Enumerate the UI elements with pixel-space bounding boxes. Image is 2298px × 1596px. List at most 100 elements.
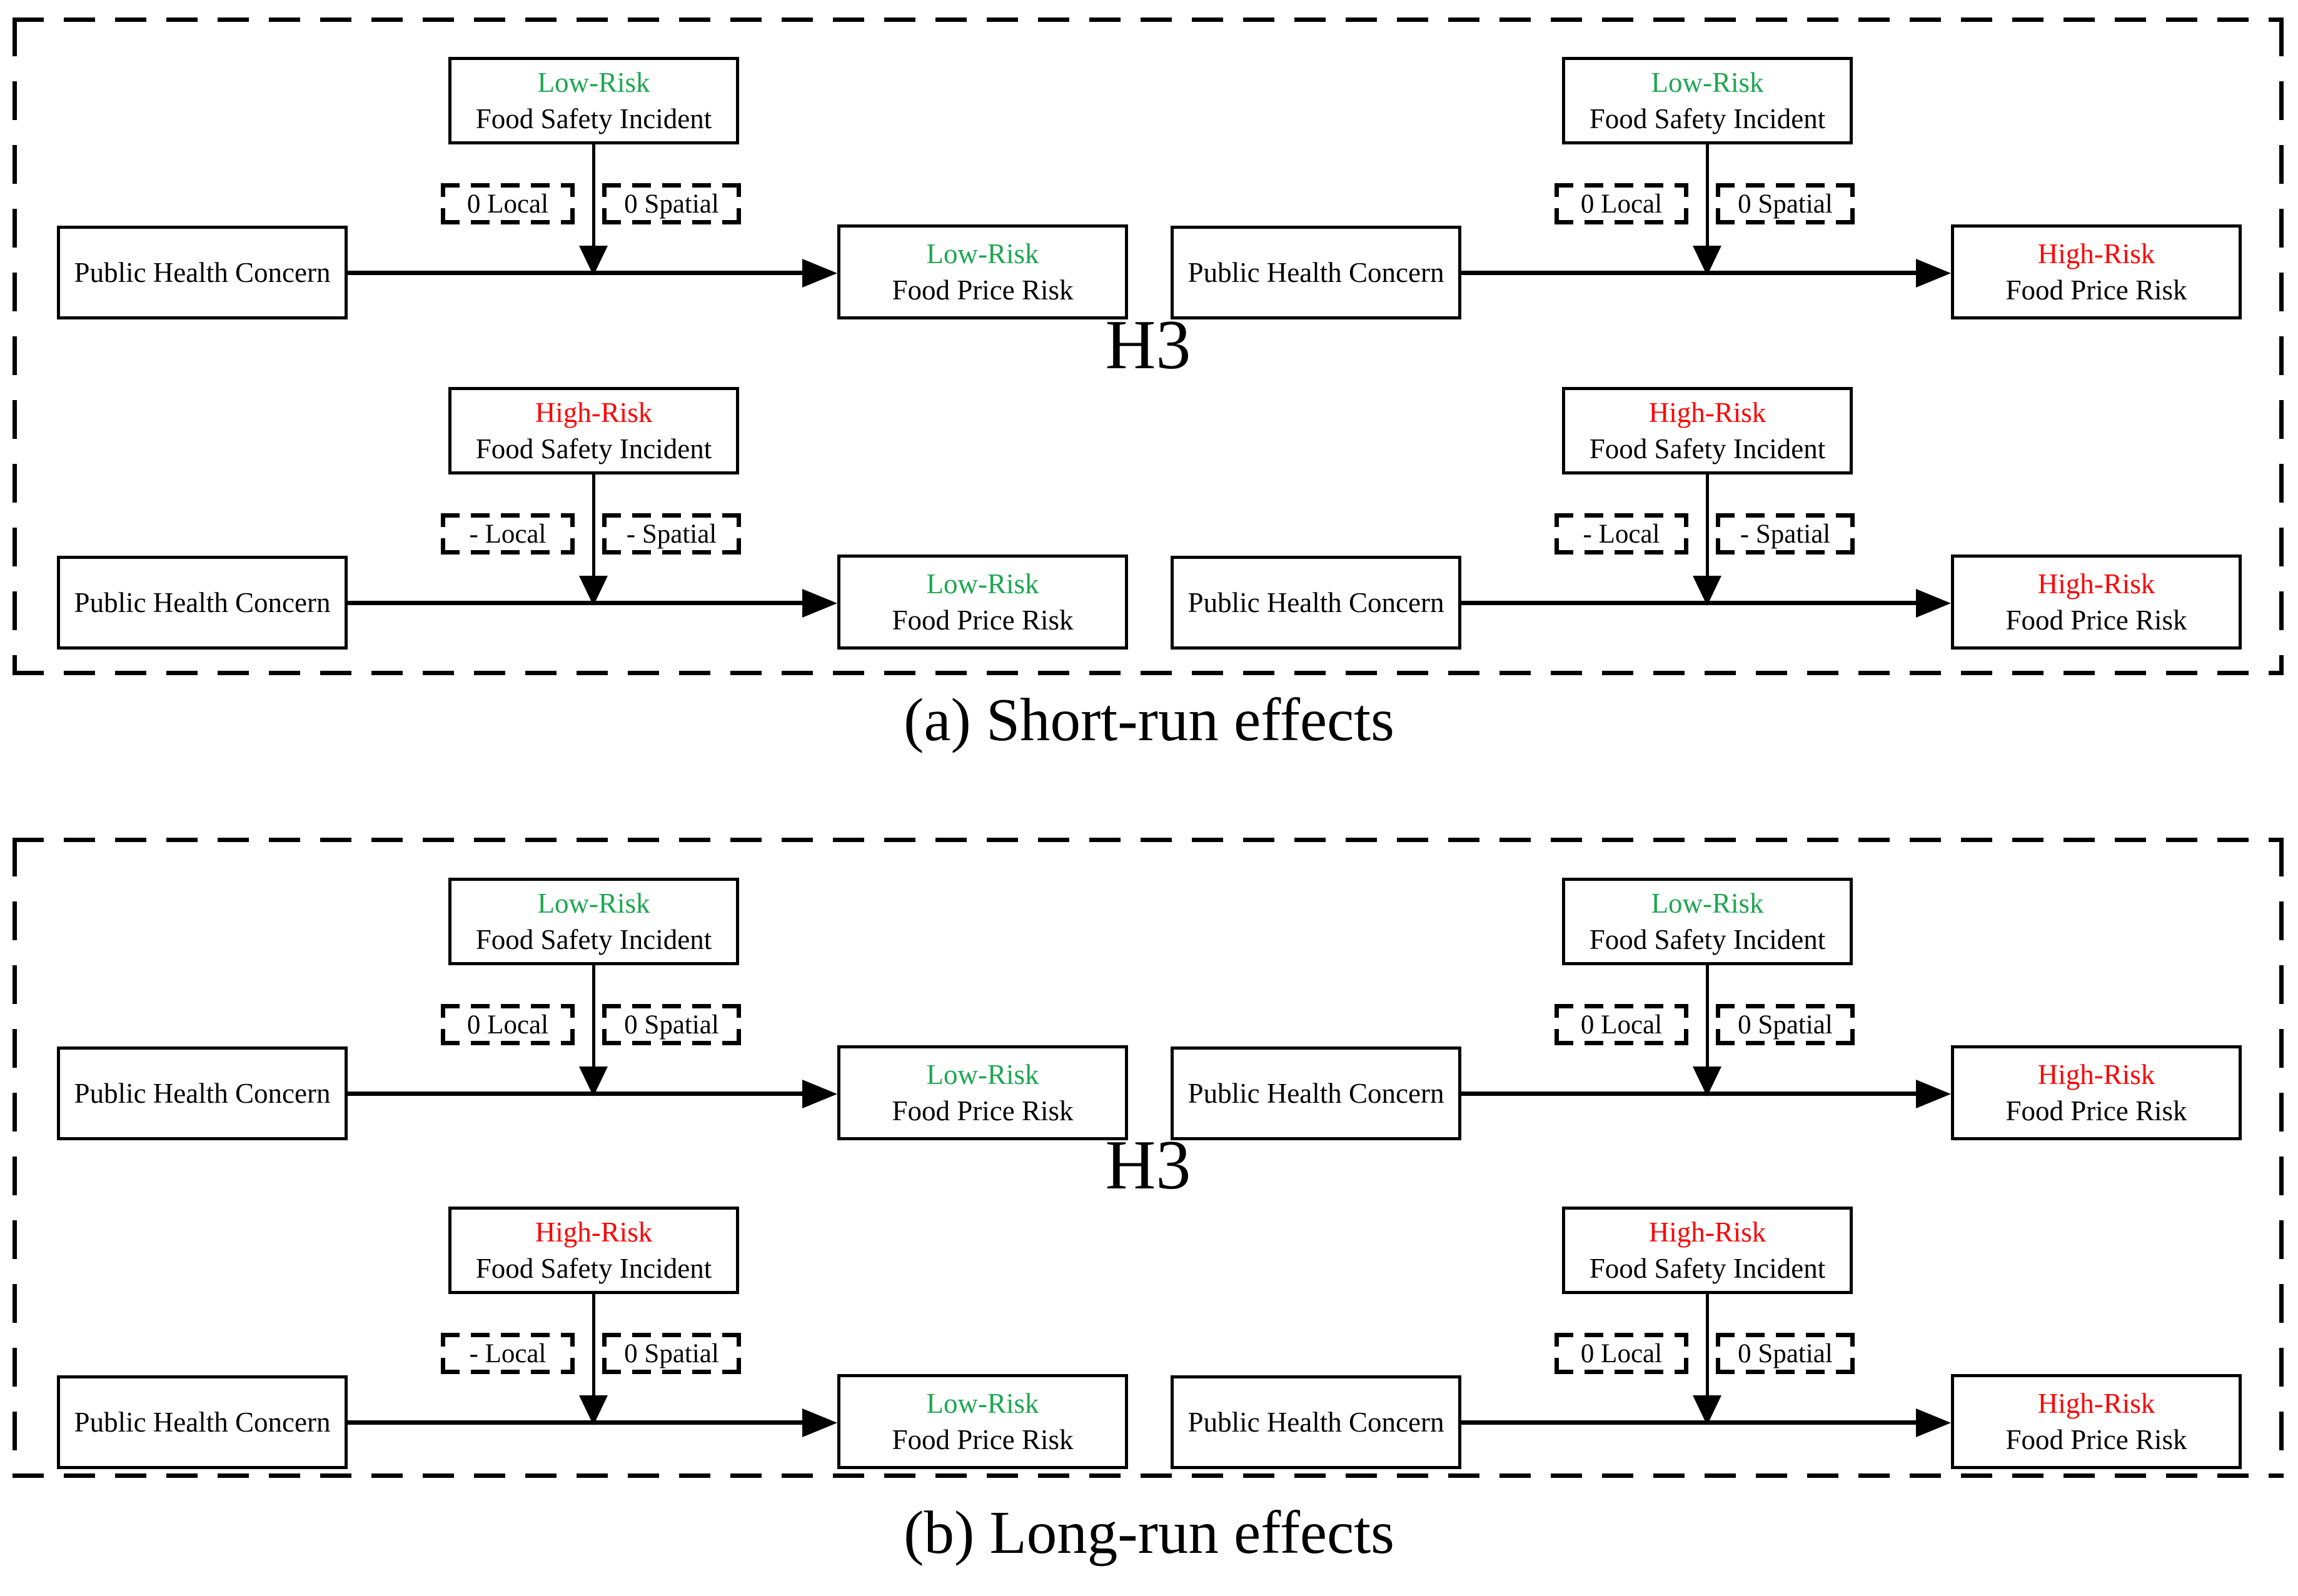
source-label: Public Health Concern <box>74 587 331 618</box>
outcome-risk-label: High-Risk <box>2037 238 2155 269</box>
local-effect-label: - Local <box>1583 519 1660 549</box>
diagram-cell: Low-Risk Food Safety Incident 0 Local 0 … <box>17 878 1149 1147</box>
spatial-effect-label: - Spatial <box>626 519 717 549</box>
local-effect-box: - Local <box>441 1333 575 1374</box>
mediation-arrow-line <box>592 1294 595 1399</box>
effect-arrow-line <box>1461 1092 1918 1096</box>
incident-box: High-Risk Food Safety Incident <box>1562 387 1853 474</box>
incident-box: Low-Risk Food Safety Incident <box>1562 878 1853 965</box>
outcome-risk-label: Low-Risk <box>926 1388 1039 1419</box>
local-effect-box: 0 Local <box>441 183 575 224</box>
outcome-box: Low-Risk Food Price Risk <box>837 224 1128 319</box>
diagram-cell: High-Risk Food Safety Incident 0 Local 0… <box>1131 1207 2262 1475</box>
source-box: Public Health Concern <box>1171 1046 1461 1140</box>
local-effect-label: - Local <box>469 519 547 549</box>
incident-type-label: Food Safety Incident <box>475 1253 712 1284</box>
incident-box: High-Risk Food Safety Incident <box>1562 1207 1853 1294</box>
local-effect-box: 0 Local <box>1555 1004 1688 1045</box>
panel-caption: (a) Short-run effects <box>904 686 1394 753</box>
outcome-type-label: Food Price Risk <box>892 274 1074 306</box>
diagram-cell: Low-Risk Food Safety Incident 0 Local 0 … <box>1131 878 2262 1147</box>
incident-type-label: Food Safety Incident <box>1589 103 1826 134</box>
source-label: Public Health Concern <box>74 1078 331 1109</box>
outcome-risk-label: High-Risk <box>2037 1059 2155 1090</box>
incident-risk-label: High-Risk <box>535 1217 653 1248</box>
incident-risk-label: Low-Risk <box>537 888 650 919</box>
local-effect-label: 0 Local <box>1580 1338 1663 1368</box>
incident-box: Low-Risk Food Safety Incident <box>448 57 739 144</box>
local-effect-label: - Local <box>469 1338 547 1368</box>
source-box: Public Health Concern <box>1171 556 1461 650</box>
local-effect-label: 0 Local <box>1580 1010 1663 1040</box>
arrowhead-right-icon <box>802 1408 837 1437</box>
spatial-effect-label: 0 Spatial <box>1738 1010 1833 1040</box>
outcome-box: High-Risk Food Price Risk <box>1951 1045 2242 1140</box>
outcome-type-label: Food Price Risk <box>2005 1424 2187 1455</box>
diagram-cell: High-Risk Food Safety Incident - Local 0… <box>17 1207 1149 1475</box>
arrowhead-right-icon <box>1916 589 1951 618</box>
outcome-box: Low-Risk Food Price Risk <box>837 555 1128 650</box>
outcome-type-label: Food Price Risk <box>2005 605 2187 636</box>
source-box: Public Health Concern <box>1171 1375 1461 1469</box>
incident-type-label: Food Safety Incident <box>475 103 712 134</box>
incident-type-label: Food Safety Incident <box>1589 1253 1826 1284</box>
arrowhead-right-icon <box>1916 1080 1951 1108</box>
effect-arrow-line <box>348 1092 804 1096</box>
mediation-arrow-line <box>592 144 595 249</box>
mediation-arrow-line <box>1706 144 1709 249</box>
source-label: Public Health Concern <box>1187 257 1444 288</box>
spatial-effect-box: - Spatial <box>1716 513 1855 555</box>
arrowhead-right-icon <box>1916 1408 1951 1437</box>
outcome-risk-label: Low-Risk <box>926 238 1039 269</box>
incident-risk-label: Low-Risk <box>1651 888 1764 919</box>
outcome-risk-label: High-Risk <box>2037 1388 2155 1419</box>
outcome-type-label: Food Price Risk <box>2005 274 2187 306</box>
outcome-risk-label: High-Risk <box>2037 568 2155 600</box>
incident-type-label: Food Safety Incident <box>475 924 712 955</box>
arrowhead-right-icon <box>802 1080 837 1108</box>
source-box: Public Health Concern <box>57 1046 348 1140</box>
mediation-arrow-line <box>1706 965 1709 1070</box>
effect-arrow-line <box>1461 1420 1918 1425</box>
arrowhead-right-icon <box>802 589 837 618</box>
incident-box: Low-Risk Food Safety Incident <box>448 878 739 965</box>
outcome-box: Low-Risk Food Price Risk <box>837 1045 1128 1140</box>
diagram-cell: High-Risk Food Safety Incident - Local -… <box>1131 387 2262 656</box>
local-effect-box: 0 Local <box>1555 183 1688 224</box>
source-label: Public Health Concern <box>1187 587 1444 618</box>
local-effect-box: - Local <box>441 513 575 555</box>
incident-risk-label: High-Risk <box>535 397 653 428</box>
source-label: Public Health Concern <box>74 257 331 288</box>
panel-caption: (b) Long-run effects <box>904 1499 1394 1566</box>
source-box: Public Health Concern <box>57 1375 348 1469</box>
diagram-cell: Low-Risk Food Safety Incident 0 Local 0 … <box>17 57 1149 326</box>
incident-type-label: Food Safety Incident <box>475 433 712 464</box>
mediation-arrow-line <box>592 965 595 1070</box>
mediation-arrow-line <box>1706 474 1709 580</box>
effect-arrow-line <box>348 1420 804 1425</box>
mediation-arrow-line <box>592 474 595 580</box>
incident-risk-label: High-Risk <box>1648 1217 1766 1248</box>
incident-type-label: Food Safety Incident <box>1589 433 1826 464</box>
spatial-effect-box: - Spatial <box>602 513 741 555</box>
incident-box: High-Risk Food Safety Incident <box>448 387 739 474</box>
hypothesis-label: H3 <box>1105 1127 1191 1204</box>
outcome-risk-label: Low-Risk <box>926 1059 1039 1090</box>
arrowhead-right-icon <box>1916 259 1951 288</box>
panel-long-run: Low-Risk Food Safety Incident 0 Local 0 … <box>13 838 2284 1478</box>
outcome-risk-label: Low-Risk <box>926 568 1039 600</box>
outcome-type-label: Food Price Risk <box>2005 1095 2187 1127</box>
spatial-effect-label: 0 Spatial <box>1738 189 1833 219</box>
local-effect-box: 0 Local <box>441 1004 575 1045</box>
spatial-effect-label: - Spatial <box>1740 519 1831 549</box>
local-effect-box: - Local <box>1555 513 1688 555</box>
outcome-box: High-Risk Food Price Risk <box>1951 555 2242 650</box>
panel-short-run: Low-Risk Food Safety Incident 0 Local 0 … <box>13 18 2284 675</box>
source-box: Public Health Concern <box>57 226 348 319</box>
source-box: Public Health Concern <box>57 556 348 650</box>
outcome-type-label: Food Price Risk <box>892 1095 1074 1127</box>
diagram-cell: Low-Risk Food Safety Incident 0 Local 0 … <box>1131 57 2262 326</box>
spatial-effect-box: 0 Spatial <box>602 183 741 224</box>
incident-risk-label: Low-Risk <box>537 67 650 98</box>
